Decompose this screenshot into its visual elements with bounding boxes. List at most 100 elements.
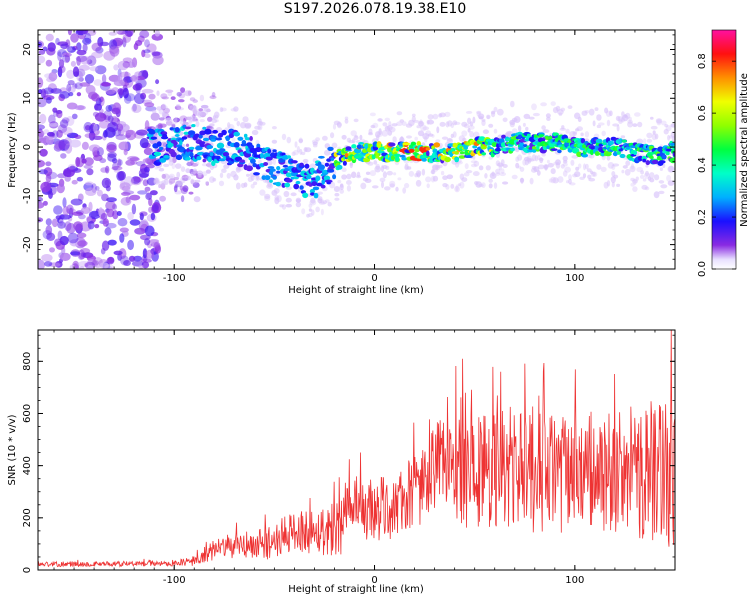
heatmap-cell (48, 122, 59, 127)
heatmap-cell (318, 155, 325, 159)
heatmap-cell (491, 142, 498, 147)
heatmap-cell (650, 116, 654, 120)
heatmap-cell (488, 123, 494, 128)
y-tick-label: 600 (22, 404, 33, 423)
heatmap-cell (493, 128, 498, 134)
heatmap-cell (612, 163, 620, 167)
heatmap-cell (583, 163, 586, 171)
heatmap-cell (670, 123, 675, 128)
heatmap-cell (557, 109, 564, 115)
heatmap-cell (158, 183, 162, 189)
heatmap-cell (119, 71, 131, 78)
heatmap-cell (272, 175, 277, 180)
heatmap-cell (121, 191, 131, 196)
snr-ylabel: SNR (10 * v/v) (7, 414, 18, 485)
heatmap-cell (555, 159, 561, 166)
heatmap-cell (394, 156, 400, 163)
heatmap-cell (148, 93, 156, 100)
heatmap-cell (49, 247, 55, 253)
heatmap-cell (284, 160, 289, 166)
heatmap-cell (439, 121, 446, 127)
heatmap-cell (377, 142, 382, 149)
heatmap-cell (671, 135, 675, 143)
heatmap-cell (420, 124, 427, 132)
heatmap-cell (120, 255, 130, 266)
figure-title: S197.2026.078.19.38.E10 (283, 1, 467, 17)
heatmap-cell (211, 160, 216, 167)
heatmap-cell (321, 179, 326, 185)
heatmap-cell (215, 137, 223, 141)
heatmap-cell (500, 168, 505, 175)
heatmap-cell (311, 181, 318, 187)
heatmap-cell (127, 212, 134, 221)
heatmap-cell (408, 148, 415, 153)
heatmap-cell (625, 112, 631, 119)
heatmap-cell (185, 157, 191, 161)
heatmap-cell (628, 116, 632, 122)
heatmap-cell (78, 261, 90, 267)
heatmap-cell (233, 117, 239, 122)
heatmap-cell (406, 166, 412, 170)
heatmap-cell (446, 138, 453, 144)
heatmap-cell (560, 164, 565, 169)
heatmap-cell (532, 112, 540, 117)
heatmap-cell (367, 161, 374, 166)
heatmap-cell (644, 186, 650, 191)
heatmap-cell (578, 163, 582, 169)
heatmap-cell (267, 166, 275, 169)
heatmap-cell (84, 181, 94, 186)
heatmap-cell (401, 157, 408, 161)
heatmap-cell (310, 192, 315, 196)
heatmap-cell (649, 177, 655, 183)
heatmap-cell (233, 131, 240, 137)
heatmap-cell (151, 51, 161, 57)
heatmap-cell (48, 190, 53, 199)
heatmap-cell (378, 128, 382, 136)
heatmap-cell (85, 30, 97, 36)
heatmap-cell (69, 264, 75, 269)
heatmap-cell (515, 162, 520, 169)
heatmap-cell (94, 103, 102, 111)
heatmap-cell (311, 209, 315, 216)
heatmap-cell (91, 260, 99, 266)
heatmap-cell (381, 181, 384, 189)
heatmap-cell (38, 201, 45, 209)
heatmap-cell (395, 186, 399, 192)
heatmap-cell (99, 41, 110, 47)
heatmap-cell (333, 186, 340, 192)
heatmap-cell (180, 176, 186, 184)
heatmap-cell (529, 177, 534, 185)
heatmap-cell (79, 266, 85, 269)
heatmap-cell (279, 204, 284, 208)
heatmap-cell (131, 104, 142, 113)
heatmap-cell (481, 118, 486, 122)
heatmap-cell (285, 172, 293, 178)
heatmap-cell (221, 129, 227, 136)
x-tick-label: 100 (565, 575, 584, 586)
heatmap-cell (468, 125, 475, 130)
heatmap-cell (192, 118, 199, 122)
heatmap-cell (581, 110, 588, 116)
heatmap-cell (317, 191, 323, 195)
heatmap-cell (559, 127, 566, 131)
heatmap-cell (461, 121, 468, 127)
colorbar-gradient (711, 29, 737, 270)
heatmap-cell (259, 189, 266, 196)
heatmap-cell (159, 123, 167, 128)
heatmap-cell (148, 129, 156, 135)
heatmap-cell (137, 190, 148, 195)
heatmap-cell (334, 192, 340, 197)
heatmap-cell (596, 114, 602, 121)
colorbar-tick-label: 0.0 (697, 261, 708, 277)
heatmap-cell (324, 149, 331, 156)
heatmap-cell (630, 182, 635, 187)
heatmap-cell (66, 204, 74, 215)
heatmap-cell (402, 142, 411, 146)
heatmap-cell (386, 170, 393, 176)
heatmap-cell (508, 131, 512, 135)
heatmap-cell (481, 152, 487, 156)
heatmap-cell (426, 150, 430, 157)
heatmap-cell (442, 175, 448, 180)
heatmap-cell (285, 178, 293, 183)
heatmap-cell (502, 117, 508, 123)
